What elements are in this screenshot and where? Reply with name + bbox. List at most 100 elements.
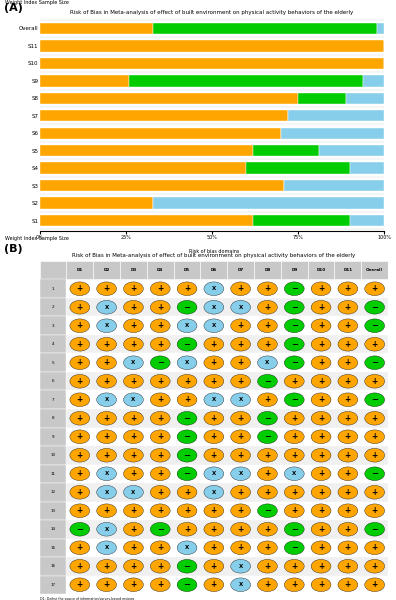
Circle shape — [150, 374, 170, 388]
Circle shape — [177, 301, 197, 314]
Circle shape — [338, 301, 358, 314]
Text: +: + — [157, 377, 164, 386]
Text: +: + — [157, 543, 164, 552]
Text: −: − — [183, 562, 190, 571]
FancyBboxPatch shape — [40, 280, 388, 298]
Circle shape — [204, 356, 224, 370]
Text: +: + — [291, 580, 297, 589]
Circle shape — [70, 578, 90, 592]
Text: +: + — [77, 562, 83, 571]
Circle shape — [365, 412, 385, 425]
Circle shape — [338, 467, 358, 481]
Circle shape — [284, 523, 304, 536]
Circle shape — [150, 541, 170, 554]
Circle shape — [257, 467, 277, 481]
Circle shape — [177, 559, 197, 573]
Circle shape — [97, 393, 116, 407]
Text: +: + — [318, 451, 324, 460]
Circle shape — [338, 485, 358, 499]
Circle shape — [311, 301, 331, 314]
Text: +: + — [130, 414, 137, 423]
Text: +: + — [318, 562, 324, 571]
Circle shape — [150, 485, 170, 499]
Text: D9: D9 — [291, 268, 297, 272]
Circle shape — [177, 337, 197, 351]
FancyBboxPatch shape — [40, 409, 67, 427]
Text: +: + — [318, 358, 324, 367]
Circle shape — [204, 393, 224, 407]
Circle shape — [365, 541, 385, 554]
Text: −: − — [264, 432, 271, 441]
Circle shape — [70, 467, 90, 481]
Bar — [129, 75, 364, 86]
Circle shape — [124, 430, 143, 443]
Text: +: + — [318, 506, 324, 515]
Circle shape — [150, 504, 170, 518]
Circle shape — [257, 485, 277, 499]
Text: −: − — [264, 506, 271, 515]
Text: +: + — [211, 580, 217, 589]
Circle shape — [177, 356, 197, 370]
Text: 4: 4 — [52, 342, 54, 346]
Text: +: + — [157, 580, 164, 589]
Text: D10: D10 — [316, 268, 326, 272]
Text: +: + — [157, 432, 164, 441]
FancyBboxPatch shape — [40, 539, 388, 557]
Circle shape — [204, 430, 224, 443]
Circle shape — [365, 301, 385, 314]
FancyBboxPatch shape — [40, 335, 388, 353]
Bar — [40, 197, 153, 209]
Circle shape — [97, 282, 116, 296]
Circle shape — [150, 393, 170, 407]
Text: +: + — [345, 284, 351, 293]
Circle shape — [124, 559, 143, 573]
Text: X: X — [105, 305, 109, 310]
Text: +: + — [318, 321, 324, 330]
Text: +: + — [157, 469, 164, 478]
Text: +: + — [103, 580, 110, 589]
Text: Weight Index Sample Size: Weight Index Sample Size — [5, 0, 69, 5]
Text: X: X — [212, 490, 216, 495]
Text: +: + — [130, 451, 137, 460]
Text: +: + — [77, 284, 83, 293]
Text: +: + — [345, 395, 351, 404]
Bar — [377, 23, 384, 34]
Circle shape — [204, 319, 224, 332]
Text: +: + — [184, 506, 190, 515]
FancyBboxPatch shape — [40, 483, 67, 502]
Text: X: X — [292, 471, 296, 476]
Text: 16: 16 — [50, 564, 55, 568]
Circle shape — [70, 541, 90, 554]
Circle shape — [257, 504, 277, 518]
Text: +: + — [264, 451, 270, 460]
Text: +: + — [103, 432, 110, 441]
Circle shape — [124, 319, 143, 332]
Circle shape — [311, 319, 331, 332]
Text: +: + — [345, 358, 351, 367]
Text: −: − — [291, 358, 298, 367]
Text: +: + — [103, 414, 110, 423]
Circle shape — [150, 467, 170, 481]
Text: −: − — [291, 543, 298, 552]
Circle shape — [257, 301, 277, 314]
Text: +: + — [184, 377, 190, 386]
Circle shape — [124, 578, 143, 592]
Text: −: − — [183, 303, 190, 312]
Text: +: + — [371, 414, 378, 423]
Text: +: + — [371, 340, 378, 349]
FancyBboxPatch shape — [40, 427, 388, 446]
Text: X: X — [238, 471, 243, 476]
Text: +: + — [130, 303, 137, 312]
FancyBboxPatch shape — [361, 261, 388, 280]
Text: +: + — [238, 543, 244, 552]
Circle shape — [97, 504, 116, 518]
Circle shape — [97, 412, 116, 425]
Text: +: + — [77, 321, 83, 330]
Circle shape — [204, 485, 224, 499]
Circle shape — [150, 356, 170, 370]
Text: X: X — [238, 397, 243, 402]
Text: X: X — [238, 582, 243, 587]
Circle shape — [70, 337, 90, 351]
Text: −: − — [371, 321, 378, 330]
Circle shape — [311, 523, 331, 536]
